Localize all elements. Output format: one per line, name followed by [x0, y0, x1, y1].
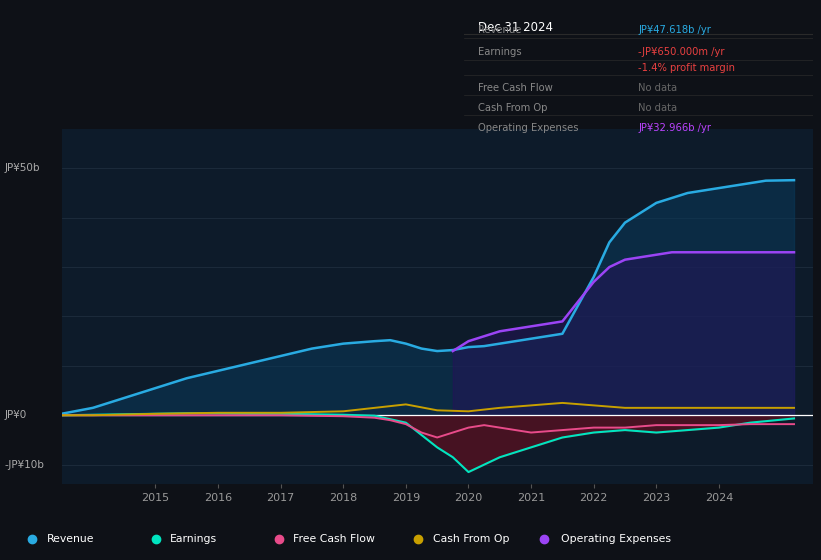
Text: JP¥50b: JP¥50b [4, 164, 39, 173]
Text: Revenue: Revenue [47, 534, 94, 544]
Text: Free Cash Flow: Free Cash Flow [478, 83, 553, 92]
Text: Cash From Op: Cash From Op [433, 534, 509, 544]
Text: Earnings: Earnings [170, 534, 217, 544]
Text: Revenue: Revenue [478, 26, 521, 35]
Text: Dec 31 2024: Dec 31 2024 [478, 21, 553, 34]
Text: -JP¥650.000m /yr: -JP¥650.000m /yr [639, 47, 725, 57]
Text: JP¥47.618b /yr: JP¥47.618b /yr [639, 26, 711, 35]
Text: No data: No data [639, 102, 677, 113]
Text: -1.4% profit margin: -1.4% profit margin [639, 63, 736, 73]
Text: Operating Expenses: Operating Expenses [478, 123, 578, 133]
Text: Earnings: Earnings [478, 47, 521, 57]
Text: JP¥32.966b /yr: JP¥32.966b /yr [639, 123, 711, 133]
Text: Operating Expenses: Operating Expenses [562, 534, 671, 544]
Text: Cash From Op: Cash From Op [478, 102, 548, 113]
Text: -JP¥10b: -JP¥10b [4, 460, 44, 470]
Text: Free Cash Flow: Free Cash Flow [293, 534, 375, 544]
Text: JP¥0: JP¥0 [4, 410, 26, 420]
Text: No data: No data [639, 83, 677, 92]
